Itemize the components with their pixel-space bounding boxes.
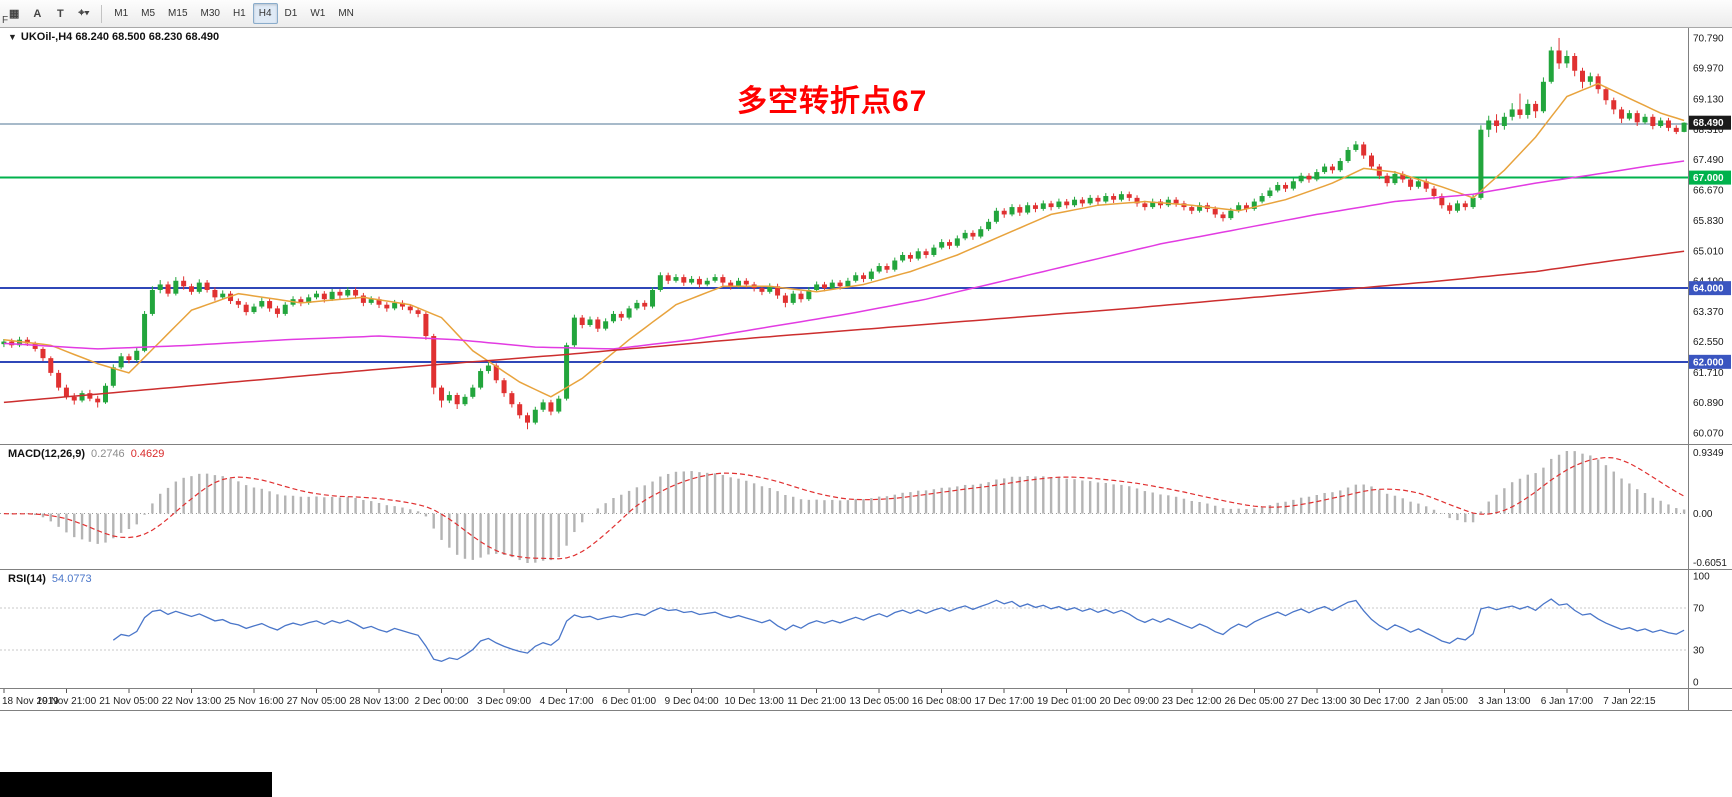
timeframe-button-W1[interactable]: W1 (310, 8, 326, 19)
arrow-tool-icon[interactable]: A (33, 7, 42, 20)
time-axis-label: 19 Nov 21:00 (37, 696, 97, 707)
toolbar-separator (101, 4, 103, 23)
timeframe-button-MN[interactable]: MN (338, 8, 354, 19)
time-axis-label: 25 Nov 16:00 (224, 696, 284, 707)
rsi-axis-label: 70 (1693, 603, 1705, 614)
timeframe-button-H4[interactable]: H4 (252, 3, 278, 24)
time-axis-label: 30 Dec 17:00 (1350, 696, 1410, 707)
background-window-fragment (0, 772, 272, 797)
rsi-axis-label: 0 (1693, 678, 1699, 689)
time-axis-label: 23 Dec 12:00 (1162, 696, 1222, 707)
time-axis-label: 26 Dec 05:00 (1225, 696, 1285, 707)
macd-axis-label: -0.6051 (1693, 558, 1727, 569)
ma-fast-orange (3, 82, 1685, 398)
rsi-name: RSI(14) (8, 573, 46, 585)
current-price-badge (1689, 115, 1731, 130)
time-axis-label: 11 Dec 21:00 (787, 696, 846, 707)
macd-name: MACD(12,26,9) (8, 448, 86, 460)
time-axis-label: 2 Jan 05:00 (1416, 696, 1469, 707)
ma-mid-magenta (3, 160, 1685, 350)
price-axis-label: 60.890 (1693, 398, 1724, 409)
time-axis-label: 28 Nov 13:00 (349, 696, 409, 707)
time-axis-label: 21 Nov 05:00 (99, 696, 159, 707)
time-axis-label: 3 Dec 09:00 (477, 696, 531, 707)
price-axis-label: 61.710 (1693, 368, 1724, 379)
chart-background (0, 28, 1732, 711)
time-axis-label: 13 Dec 05:00 (849, 696, 909, 707)
rsi-panel[interactable] (0, 598, 1688, 662)
macd-main-value: 0.2746 (91, 448, 125, 460)
partial-text-f: F (2, 15, 9, 26)
price-scale[interactable]: 70.790 69.970 69.130 68.310 67.490 66.670 65.8… (1689, 33, 1731, 689)
symbol-header: ▼ UKOil-,H4 68.240 68.500 68.230 68.490 (8, 31, 219, 43)
macd-signal-value: 0.4629 (130, 448, 165, 460)
time-axis-label: 16 Dec 08:00 (912, 696, 972, 707)
toolbar-tools: ▦ A T ⌖▾ (3, 3, 95, 24)
macd-axis-label: 0.00 (1693, 509, 1713, 520)
price-axis-label: 65.010 (1693, 246, 1724, 257)
blue-level-badge-62 (1689, 354, 1731, 369)
rsi-value: 54.0773 (51, 573, 92, 585)
blue-level-badge-62-text: 62.000 (1693, 357, 1724, 368)
macd-indicator-label: MACD(12,26,9) 0.2746 0.4629 (8, 448, 164, 460)
time-axis-label: 6 Dec 01:00 (602, 696, 656, 707)
time-axis-label: 20 Dec 09:00 (1099, 696, 1159, 707)
timeframe-button-M15[interactable]: M15 (168, 8, 188, 19)
price-axis-label: 68.310 (1693, 125, 1724, 136)
time-axis-label: 7 Jan 22:15 (1603, 696, 1656, 707)
timeframe-button-D1[interactable]: D1 (284, 8, 298, 19)
ma-slow-red (3, 250, 1685, 404)
macd-signal-line (3, 456, 1685, 560)
green-level-badge-text: 67.000 (1693, 173, 1724, 184)
blue-level-badge-64 (1689, 281, 1731, 296)
price-axis-label: 69.130 (1693, 95, 1724, 106)
symbol-ohlc-text: UKOil-,H4 68.240 68.500 68.230 68.490 (20, 31, 220, 43)
green-level-badge (1689, 170, 1731, 185)
price-axis-label: 60.070 (1693, 428, 1724, 439)
text-tool-icon[interactable]: T (57, 7, 64, 20)
price-axis-label: 66.670 (1693, 185, 1724, 196)
time-axis-label: 27 Nov 05:00 (287, 696, 347, 707)
toolbar: ▦ A T ⌖▾ M1 M5 M15 M30 H1 H4 D1 W1 MN F (0, 0, 1732, 28)
price-axis-label: 69.970 (1693, 64, 1724, 75)
blue-level-badge-64-text: 64.000 (1693, 284, 1724, 295)
rsi-axis-label: 100 (1693, 572, 1710, 583)
time-axis-label: 10 Dec 13:00 (724, 696, 784, 707)
time-axis-label: 19 Dec 01:00 (1037, 696, 1097, 707)
price-axis-label: 63.370 (1693, 307, 1724, 318)
symbol-collapse-icon[interactable]: ▼ (8, 32, 17, 42)
chart-annotation[interactable]: 多空转折点67 (737, 76, 927, 120)
chart-grid-icon[interactable]: ▦ (9, 8, 20, 20)
main-price-panel[interactable] (0, 37, 1688, 430)
rsi-axis-label: 30 (1693, 646, 1705, 657)
toolbar-timeframes: M1 M5 M15 M30 H1 H4 D1 W1 MN (108, 3, 360, 24)
time-axis-label: 17 Dec 17:00 (974, 696, 1034, 707)
macd-panel[interactable] (0, 451, 1688, 563)
time-axis-label: 2 Dec 00:00 (415, 696, 469, 707)
time-axis-label: 27 Dec 13:00 (1287, 696, 1347, 707)
timeframe-button-M1[interactable]: M1 (114, 8, 129, 19)
time-axis-label: 18 Nov 2019 (2, 696, 59, 707)
time-axis-label: 6 Jan 17:00 (1541, 696, 1594, 707)
price-axis-label: 70.790 (1693, 33, 1724, 44)
price-axis-label: 65.830 (1693, 216, 1724, 227)
rsi-line (112, 598, 1685, 662)
annotation-text: 多空转折点67 (737, 85, 928, 118)
timeframe-button-M5[interactable]: M5 (141, 8, 156, 19)
price-axis-label: 67.490 (1693, 155, 1724, 166)
current-price-badge-text: 68.490 (1693, 118, 1724, 129)
timeframe-button-H1[interactable]: H1 (232, 8, 246, 19)
price-axis-label: 62.550 (1693, 337, 1724, 348)
rsi-indicator-label: RSI(14) 54.0773 (8, 573, 92, 585)
time-axis-label: 3 Jan 13:00 (1478, 696, 1531, 707)
crosshair-tool-icon[interactable]: ⌖▾ (78, 7, 90, 19)
time-axis-label: 4 Dec 17:00 (540, 696, 594, 707)
time-axis-label: 9 Dec 04:00 (665, 696, 719, 707)
chart-canvas[interactable]: 70.790 69.970 69.130 68.310 67.490 66.670 65.8… (0, 28, 1732, 711)
time-axis-label: 22 Nov 13:00 (162, 696, 222, 707)
timeframe-button-M30[interactable]: M30 (200, 8, 220, 19)
macd-axis-label: 0.9349 (1693, 448, 1724, 459)
